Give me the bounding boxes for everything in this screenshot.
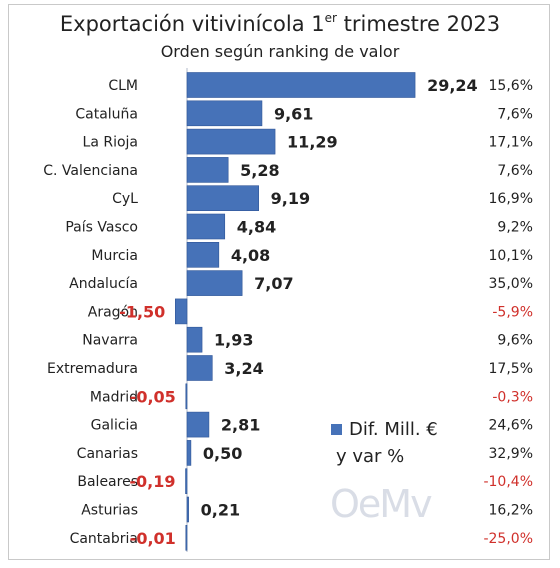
bar: [186, 72, 416, 98]
bar: [186, 128, 276, 155]
data-label: 4,84: [237, 218, 276, 237]
data-label: 0,21: [201, 501, 240, 520]
data-label: -0,01: [130, 529, 176, 548]
legend-entry: Dif. Mill. €: [331, 419, 438, 440]
bar: [186, 411, 210, 438]
category-label: Cantabria: [70, 531, 138, 547]
category-label: Aragón: [88, 304, 138, 320]
pct-label: -0,3%: [492, 389, 533, 405]
category-label: CLM: [108, 78, 138, 94]
category-label: País Vasco: [65, 220, 138, 236]
title-end: trimestre 2023: [336, 12, 501, 36]
bar: [186, 185, 259, 211]
category-label: C. Valenciana: [43, 163, 138, 179]
category-label: Madrid: [90, 389, 138, 405]
data-label: -0,19: [129, 472, 175, 491]
data-label: 2,81: [221, 416, 260, 435]
category-label: Navarra: [82, 333, 138, 349]
bar: [186, 157, 229, 183]
data-label: -0,05: [130, 387, 176, 406]
bar: [186, 270, 243, 296]
data-label: 29,24: [427, 76, 478, 95]
watermark-text: OeMv: [330, 482, 432, 526]
pct-label: -10,4%: [483, 474, 533, 490]
category-label: Andalucía: [69, 276, 138, 292]
category-label: CyL: [112, 191, 138, 207]
bar: [185, 524, 188, 551]
title-superscript: er: [324, 11, 337, 25]
bar: [186, 496, 189, 523]
category-label: Baleares: [77, 474, 138, 490]
chart-subtitle: Orden según ranking de valor: [160, 42, 400, 61]
data-label: -1,50: [119, 302, 165, 321]
category-label: La Rioja: [83, 135, 138, 151]
pct-label: 7,6%: [497, 163, 533, 179]
chart-title: Exportación vitivinícola 1er trimestre 2…: [0, 11, 560, 36]
bar: [186, 100, 263, 127]
legend: Dif. Mill. € y var %: [331, 419, 438, 467]
category-label: Asturias: [81, 503, 138, 519]
data-label: 1,93: [214, 331, 253, 350]
data-label: 0,50: [203, 444, 242, 463]
bar: [186, 242, 220, 268]
data-label: 3,24: [224, 359, 263, 378]
category-label: Cataluña: [75, 106, 138, 122]
oemv-watermark-logo: OeMv: [330, 482, 434, 526]
pct-label: 16,9%: [489, 191, 533, 207]
bar: [185, 468, 188, 495]
bar: [185, 383, 188, 410]
data-label: 9,61: [274, 104, 313, 123]
bar: [186, 326, 203, 353]
legend-swatch: [331, 424, 342, 435]
pct-label: 17,1%: [489, 135, 533, 151]
pct-label: -5,9%: [492, 304, 533, 320]
pct-label: 16,2%: [489, 503, 533, 519]
pct-label: 32,9%: [489, 446, 533, 462]
pct-label: 15,6%: [489, 78, 533, 94]
bar: [186, 440, 192, 466]
category-label: Galicia: [91, 418, 138, 434]
category-label: Murcia: [91, 248, 138, 264]
bar: [186, 213, 226, 240]
pct-label: 17,5%: [489, 361, 533, 377]
data-label: 4,08: [231, 246, 270, 265]
legend-label: Dif. Mill. €: [349, 419, 438, 440]
pct-label: 10,1%: [489, 248, 533, 264]
bar: [175, 298, 188, 325]
data-label: 5,28: [240, 161, 279, 180]
title-main: Exportación vitivinícola 1: [59, 12, 325, 36]
pct-label: 7,6%: [497, 106, 533, 122]
legend-sublabel: y var %: [336, 446, 405, 467]
pct-label: 9,6%: [497, 333, 533, 349]
pct-label: 24,6%: [489, 418, 533, 434]
data-label: 7,07: [254, 274, 293, 293]
data-label: 9,19: [271, 189, 310, 208]
data-label: 11,29: [287, 133, 338, 152]
pct-label: 9,2%: [497, 220, 533, 236]
category-label: Extremadura: [47, 361, 138, 377]
category-label: Canarias: [77, 446, 138, 462]
bar: [186, 355, 213, 381]
pct-label: 35,0%: [489, 276, 533, 292]
pct-label: -25,0%: [483, 531, 533, 547]
